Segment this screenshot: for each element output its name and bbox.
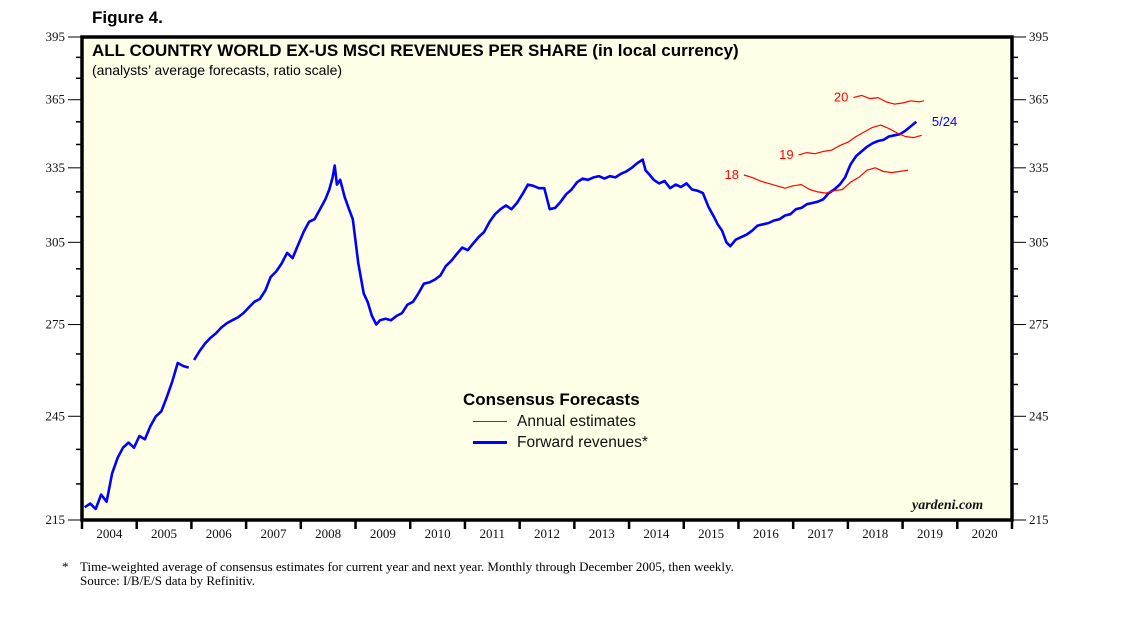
figure-label: Figure 4. [92, 8, 163, 27]
x-tick-label: 2016 [753, 526, 780, 541]
x-tick-label: 2014 [643, 526, 670, 541]
y-tick-label: 215 [46, 512, 66, 527]
x-tick-label: 2011 [480, 526, 506, 541]
y-tick-label: 245 [1029, 408, 1049, 423]
left-y-axis: 215 245 275 305 335 365 395 [46, 29, 82, 527]
plot-frame [80, 35, 1014, 522]
legend: Consensus Forecasts Annual estimates For… [463, 390, 648, 453]
annual-estimate-line-19 [798, 124, 922, 156]
x-tick-label: 2018 [862, 526, 888, 541]
y-tick-label: 275 [46, 317, 66, 332]
y-tick-label: 305 [46, 234, 66, 249]
legend-swatch-red [473, 421, 507, 422]
x-tick-label: 2008 [315, 526, 341, 541]
annual-estimate-line-18 [743, 167, 909, 194]
x-tick-label: 2007 [260, 526, 287, 541]
forward-revenues-line [83, 361, 190, 511]
footnote: * Time-weighted average of consensus esti… [62, 560, 734, 588]
x-tick-label: 2010 [425, 526, 451, 541]
x-axis: 2004 2005 2006 2007 2008 2009 2010 2011 2012 2013… [80, 520, 1014, 541]
y-tick-label: 395 [46, 29, 66, 44]
chart-subtitle: (analysts’ average forecasts, ratio scal… [92, 62, 343, 78]
legend-title: Consensus Forecasts [463, 390, 640, 409]
forward-revenues-line [192, 120, 918, 361]
plot-area [82, 37, 1012, 520]
x-tick-label: 2004 [96, 526, 123, 541]
right-y-axis: 215 245 275 305 335 365 395 [1012, 29, 1049, 527]
y-tick-label: 215 [1029, 512, 1049, 527]
y-tick-label: 365 [1029, 92, 1049, 107]
legend-swatch-blue [473, 441, 507, 444]
annual-estimate-label-20: 20 [834, 90, 848, 105]
chart-title: ALL COUNTRY WORLD EX-US MSCI REVENUES PE… [92, 41, 739, 60]
legend-label: Annual estimates [517, 412, 636, 430]
y-tick-label: 245 [46, 408, 66, 423]
x-tick-label: 2017 [808, 526, 835, 541]
watermark: yardeni.com [912, 498, 984, 513]
x-tick-label: 2019 [917, 526, 943, 541]
x-tick-label: 2020 [972, 526, 998, 541]
y-tick-label: 335 [46, 160, 66, 175]
footnote-source: Source: I/B/E/S data by Refinitiv. [80, 573, 255, 588]
x-tick-label: 2013 [589, 526, 615, 541]
end-date-label: 5/24 [932, 114, 957, 129]
x-tick-label: 2006 [206, 526, 233, 541]
legend-label: Forward revenues* [517, 433, 648, 451]
x-tick-label: 2005 [151, 526, 177, 541]
annual-estimate-line-20 [853, 94, 925, 105]
annual-estimate-label-19: 19 [779, 147, 793, 162]
footnote-marker: * [62, 559, 69, 574]
series-layer: 5/24 18 19 20 [83, 90, 957, 511]
y-tick-label: 275 [1029, 317, 1049, 332]
legend-item-annual-estimates: Annual estimates [473, 411, 648, 432]
y-tick-label: 305 [1029, 234, 1049, 249]
x-tick-label: 2009 [370, 526, 396, 541]
footnote-text: Time-weighted average of consensus estim… [80, 559, 734, 574]
annual-estimate-label-18: 18 [724, 167, 738, 182]
x-tick-label: 2015 [698, 526, 724, 541]
legend-item-forward-revenues: Forward revenues* [473, 432, 648, 453]
y-tick-label: 335 [1029, 160, 1049, 175]
y-tick-label: 395 [1029, 29, 1049, 44]
x-tick-label: 2012 [534, 526, 560, 541]
y-tick-label: 365 [46, 92, 66, 107]
